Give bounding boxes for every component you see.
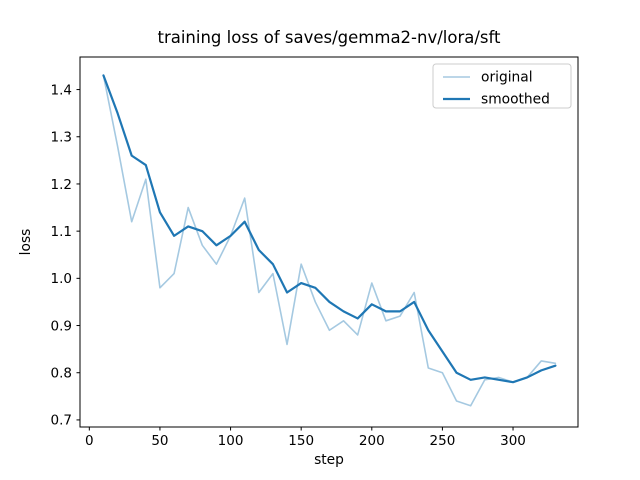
legend: original smoothed [432,63,572,109]
original-line [102,74,557,407]
plot-area-frame [79,56,579,428]
y-tick-label: 1.3 [51,130,72,146]
smoothed-line [102,74,557,384]
x-axis-label: step [314,452,344,468]
y-tick-label: 1.0 [51,271,72,287]
legend-label-smoothed: smoothed [481,92,550,108]
x-tick-label: 100 [218,433,244,449]
y-tick-label: 1.1 [51,224,72,240]
x-tick-label: 300 [500,433,526,449]
y-tick-label: 0.8 [51,366,72,382]
axis-ticks: 0 50 100 150 200 250 300 0.7 0.8 0.9 1.0 1.1 1.2 1.3 1… [51,82,526,449]
data-lines [102,74,557,407]
y-tick-label: 1.4 [51,82,72,98]
x-tick-label: 150 [288,433,314,449]
y-tick-label: 0.7 [51,413,72,429]
y-tick-label: 1.2 [51,177,72,193]
chart-title: training loss of saves/gemma2-nv/lora/sf… [157,28,501,47]
y-axis-label: loss [18,229,34,256]
y-tick-label: 0.9 [51,318,72,334]
x-tick-label: 50 [151,433,168,449]
legend-label-original: original [481,70,533,86]
legend-box [432,63,572,109]
x-tick-label: 0 [85,433,94,449]
x-tick-label: 200 [359,433,385,449]
x-tick-label: 250 [430,433,456,449]
